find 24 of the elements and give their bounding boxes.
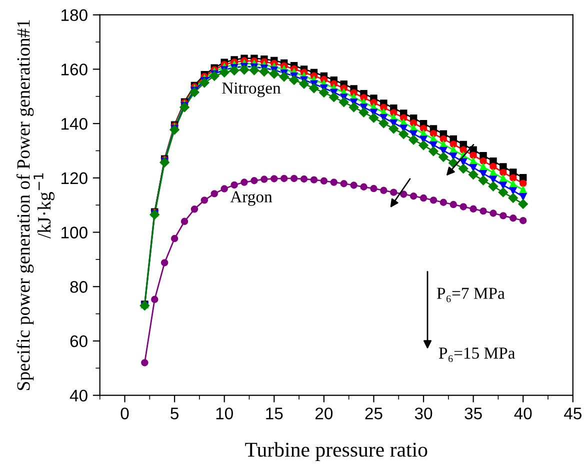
x-tick-label: 45 [564,408,582,420]
x-tick-label: 35 [464,408,482,420]
annotation: Nitrogen [222,82,281,98]
x-tick-label: 15 [266,408,283,420]
annotation: Argon [230,191,272,206]
y-tick-label: 60 [70,335,88,348]
y-tick-label: 120 [62,172,88,184]
y-tick-label: 140 [62,118,88,130]
x-tick-label: 5 [170,408,178,420]
y-tick-label: 160 [62,64,88,76]
y-tick-label: 40 [70,390,88,402]
annotation: P₆=7 MPa [436,288,505,302]
annotation: P₆=15 MPa [438,348,516,362]
x-tick-label: 0 [120,408,129,420]
x-axis-title: Turbine pressure ratio [245,442,428,462]
x-tick-label: 10 [216,408,233,420]
x-tick-label: 20 [316,408,333,420]
y-tick-label: 80 [70,281,88,293]
x-tick-label: 30 [414,408,432,420]
y-axis-title: Specific power generation of Power generation#1 /kJ·kg$^{−1}$ [16,20,54,390]
y-tick-label: 180 [62,9,88,22]
y-tick-label: 100 [62,226,88,238]
x-tick-label: 25 [365,408,382,420]
x-tick-label: 40 [514,408,532,420]
